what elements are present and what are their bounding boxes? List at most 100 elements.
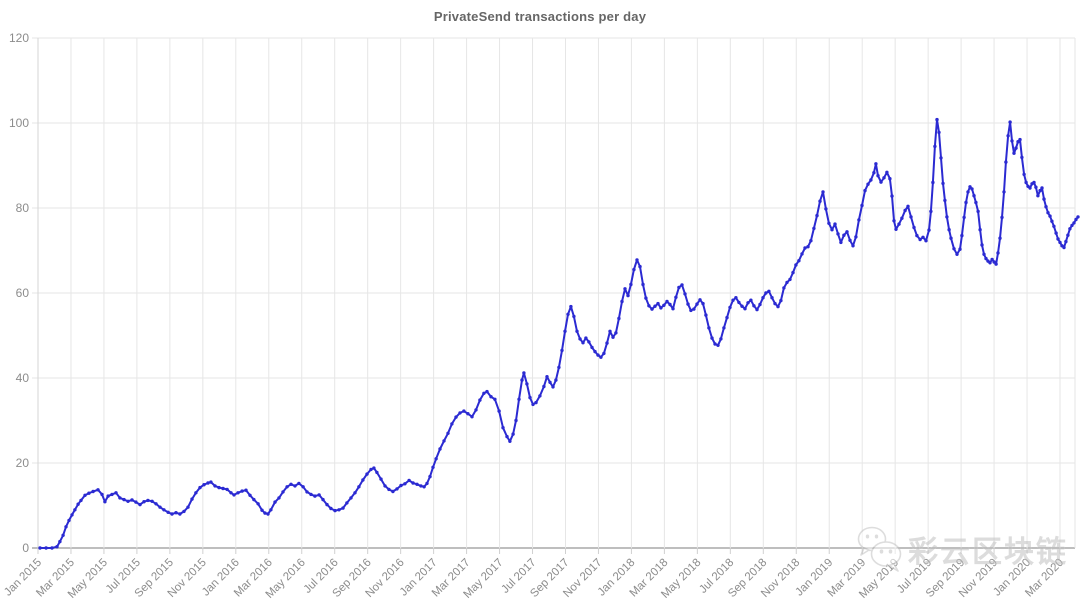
data-point[interactable] [273, 500, 277, 504]
data-point[interactable] [761, 296, 765, 300]
data-point[interactable] [988, 261, 992, 265]
data-point[interactable] [317, 493, 321, 497]
data-point[interactable] [190, 497, 194, 501]
data-point[interactable] [1068, 227, 1072, 231]
data-point[interactable] [996, 251, 1000, 255]
data-point[interactable] [722, 326, 726, 330]
data-point[interactable] [976, 209, 980, 214]
data-point[interactable] [815, 213, 819, 218]
data-point[interactable] [1038, 188, 1042, 193]
data-point[interactable] [827, 221, 831, 225]
data-point[interactable] [50, 546, 54, 550]
data-point[interactable] [593, 349, 597, 354]
data-point[interactable] [707, 326, 711, 330]
data-point[interactable] [1024, 180, 1028, 185]
data-point[interactable] [764, 291, 768, 295]
data-point[interactable] [897, 222, 901, 226]
data-point[interactable] [974, 200, 978, 205]
data-point[interactable] [960, 233, 964, 238]
data-point[interactable] [1036, 194, 1040, 198]
data-point[interactable] [903, 208, 907, 213]
data-point[interactable] [1056, 237, 1060, 241]
data-point[interactable] [194, 491, 198, 495]
data-point[interactable] [800, 252, 804, 256]
data-point[interactable] [866, 182, 870, 186]
data-point[interactable] [683, 292, 687, 296]
data-point[interactable] [900, 216, 904, 220]
data-point[interactable] [906, 204, 910, 208]
data-point[interactable] [525, 382, 529, 386]
data-point[interactable] [146, 498, 150, 503]
data-point[interactable] [912, 225, 916, 230]
data-point[interactable] [924, 239, 928, 243]
data-point[interactable] [277, 496, 281, 500]
data-point[interactable] [349, 496, 353, 500]
data-point[interactable] [719, 337, 723, 341]
data-point[interactable] [61, 533, 65, 537]
data-point[interactable] [984, 256, 988, 261]
data-point[interactable] [845, 230, 849, 234]
data-point[interactable] [1014, 146, 1018, 150]
data-point[interactable] [770, 296, 774, 300]
data-point[interactable] [514, 418, 518, 423]
data-point[interactable] [945, 215, 949, 219]
data-point[interactable] [566, 312, 570, 316]
data-point[interactable] [1048, 214, 1052, 218]
data-point[interactable] [508, 439, 512, 443]
data-point[interactable] [863, 188, 867, 193]
data-point[interactable] [972, 194, 976, 198]
data-point[interactable] [357, 485, 361, 489]
data-point[interactable] [650, 307, 654, 311]
data-point[interactable] [782, 286, 786, 290]
data-point[interactable] [505, 434, 509, 439]
data-point[interactable] [263, 511, 267, 515]
data-point[interactable] [520, 378, 524, 382]
data-point[interactable] [150, 499, 154, 503]
data-point[interactable] [578, 337, 582, 341]
data-point[interactable] [1004, 160, 1008, 164]
data-point[interactable] [874, 162, 878, 166]
data-point[interactable] [478, 398, 482, 402]
data-point[interactable] [248, 493, 252, 497]
data-point[interactable] [575, 329, 579, 333]
data-point[interactable] [779, 298, 783, 303]
data-point[interactable] [67, 518, 71, 523]
data-point[interactable] [909, 215, 913, 219]
data-point[interactable] [876, 174, 880, 178]
data-point[interactable] [383, 484, 387, 488]
data-point[interactable] [438, 447, 442, 451]
data-point[interactable] [493, 397, 497, 401]
data-point[interactable] [198, 485, 202, 490]
data-point[interactable] [321, 497, 325, 502]
data-point[interactable] [96, 488, 100, 492]
data-point[interactable] [554, 378, 558, 382]
data-point[interactable] [395, 487, 399, 491]
data-point[interactable] [387, 487, 391, 492]
data-point[interactable] [375, 470, 379, 475]
data-point[interactable] [158, 505, 162, 509]
data-point[interactable] [569, 304, 573, 309]
data-point[interactable] [1022, 172, 1026, 177]
data-point[interactable] [269, 508, 273, 512]
data-point[interactable] [632, 267, 636, 272]
data-point[interactable] [698, 298, 702, 302]
data-point[interactable] [548, 380, 552, 384]
data-point[interactable] [545, 375, 549, 379]
data-point[interactable] [587, 340, 591, 344]
data-point[interactable] [474, 408, 478, 412]
data-point[interactable] [372, 466, 376, 470]
data-point[interactable] [1006, 134, 1010, 138]
data-point[interactable] [1066, 233, 1070, 237]
data-point[interactable] [266, 512, 270, 516]
data-point[interactable] [142, 500, 146, 504]
data-point[interactable] [842, 233, 846, 237]
data-point[interactable] [1034, 185, 1038, 189]
data-point[interactable] [1076, 215, 1080, 219]
data-point[interactable] [656, 301, 660, 306]
data-point[interactable] [182, 509, 186, 514]
data-point[interactable] [584, 336, 588, 340]
data-point[interactable] [848, 238, 852, 242]
data-point[interactable] [341, 506, 345, 510]
data-point[interactable] [935, 117, 939, 122]
